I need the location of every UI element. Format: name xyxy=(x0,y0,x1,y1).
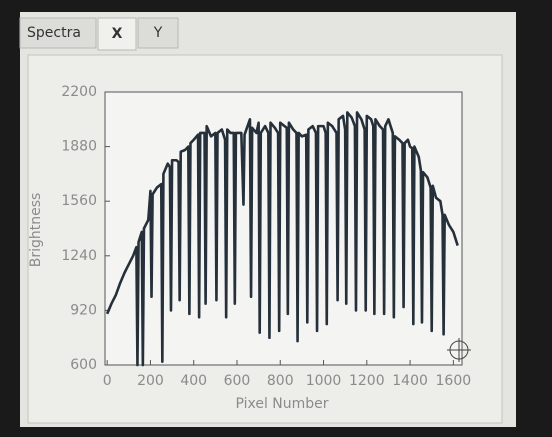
tab-label[interactable]: Y xyxy=(153,25,163,41)
y-tick-label: 1880 xyxy=(61,139,97,155)
crosshair-icon[interactable] xyxy=(447,338,471,362)
tab-label[interactable]: X xyxy=(112,26,123,42)
tab[interactable] xyxy=(137,17,179,49)
y-axis-label: Brightness xyxy=(28,193,44,268)
x-tick-label: 800 xyxy=(267,373,294,389)
x-axis-label: Pixel Number xyxy=(235,396,328,412)
y-tick-label: 1240 xyxy=(61,248,97,264)
y-tick-label: 1560 xyxy=(61,193,97,209)
y-tick-label: 920 xyxy=(70,302,97,318)
tab[interactable] xyxy=(19,17,97,49)
x-tick-label: 0 xyxy=(103,373,112,389)
y-tick-label: 600 xyxy=(70,357,97,373)
plot-area xyxy=(104,91,463,366)
x-tick-label: 400 xyxy=(180,373,207,389)
y-tick-label: 2200 xyxy=(61,84,97,100)
x-tick-label: 1000 xyxy=(306,373,342,389)
x-tick-label: 1400 xyxy=(392,373,428,389)
x-tick-label: 1600 xyxy=(436,373,472,389)
x-tick-label: 600 xyxy=(224,373,251,389)
tab-label[interactable]: Spectra xyxy=(27,25,81,41)
x-tick-label: 200 xyxy=(137,373,164,389)
x-tick-label: 1200 xyxy=(349,373,385,389)
data-line xyxy=(105,111,459,367)
tab[interactable] xyxy=(97,17,137,51)
